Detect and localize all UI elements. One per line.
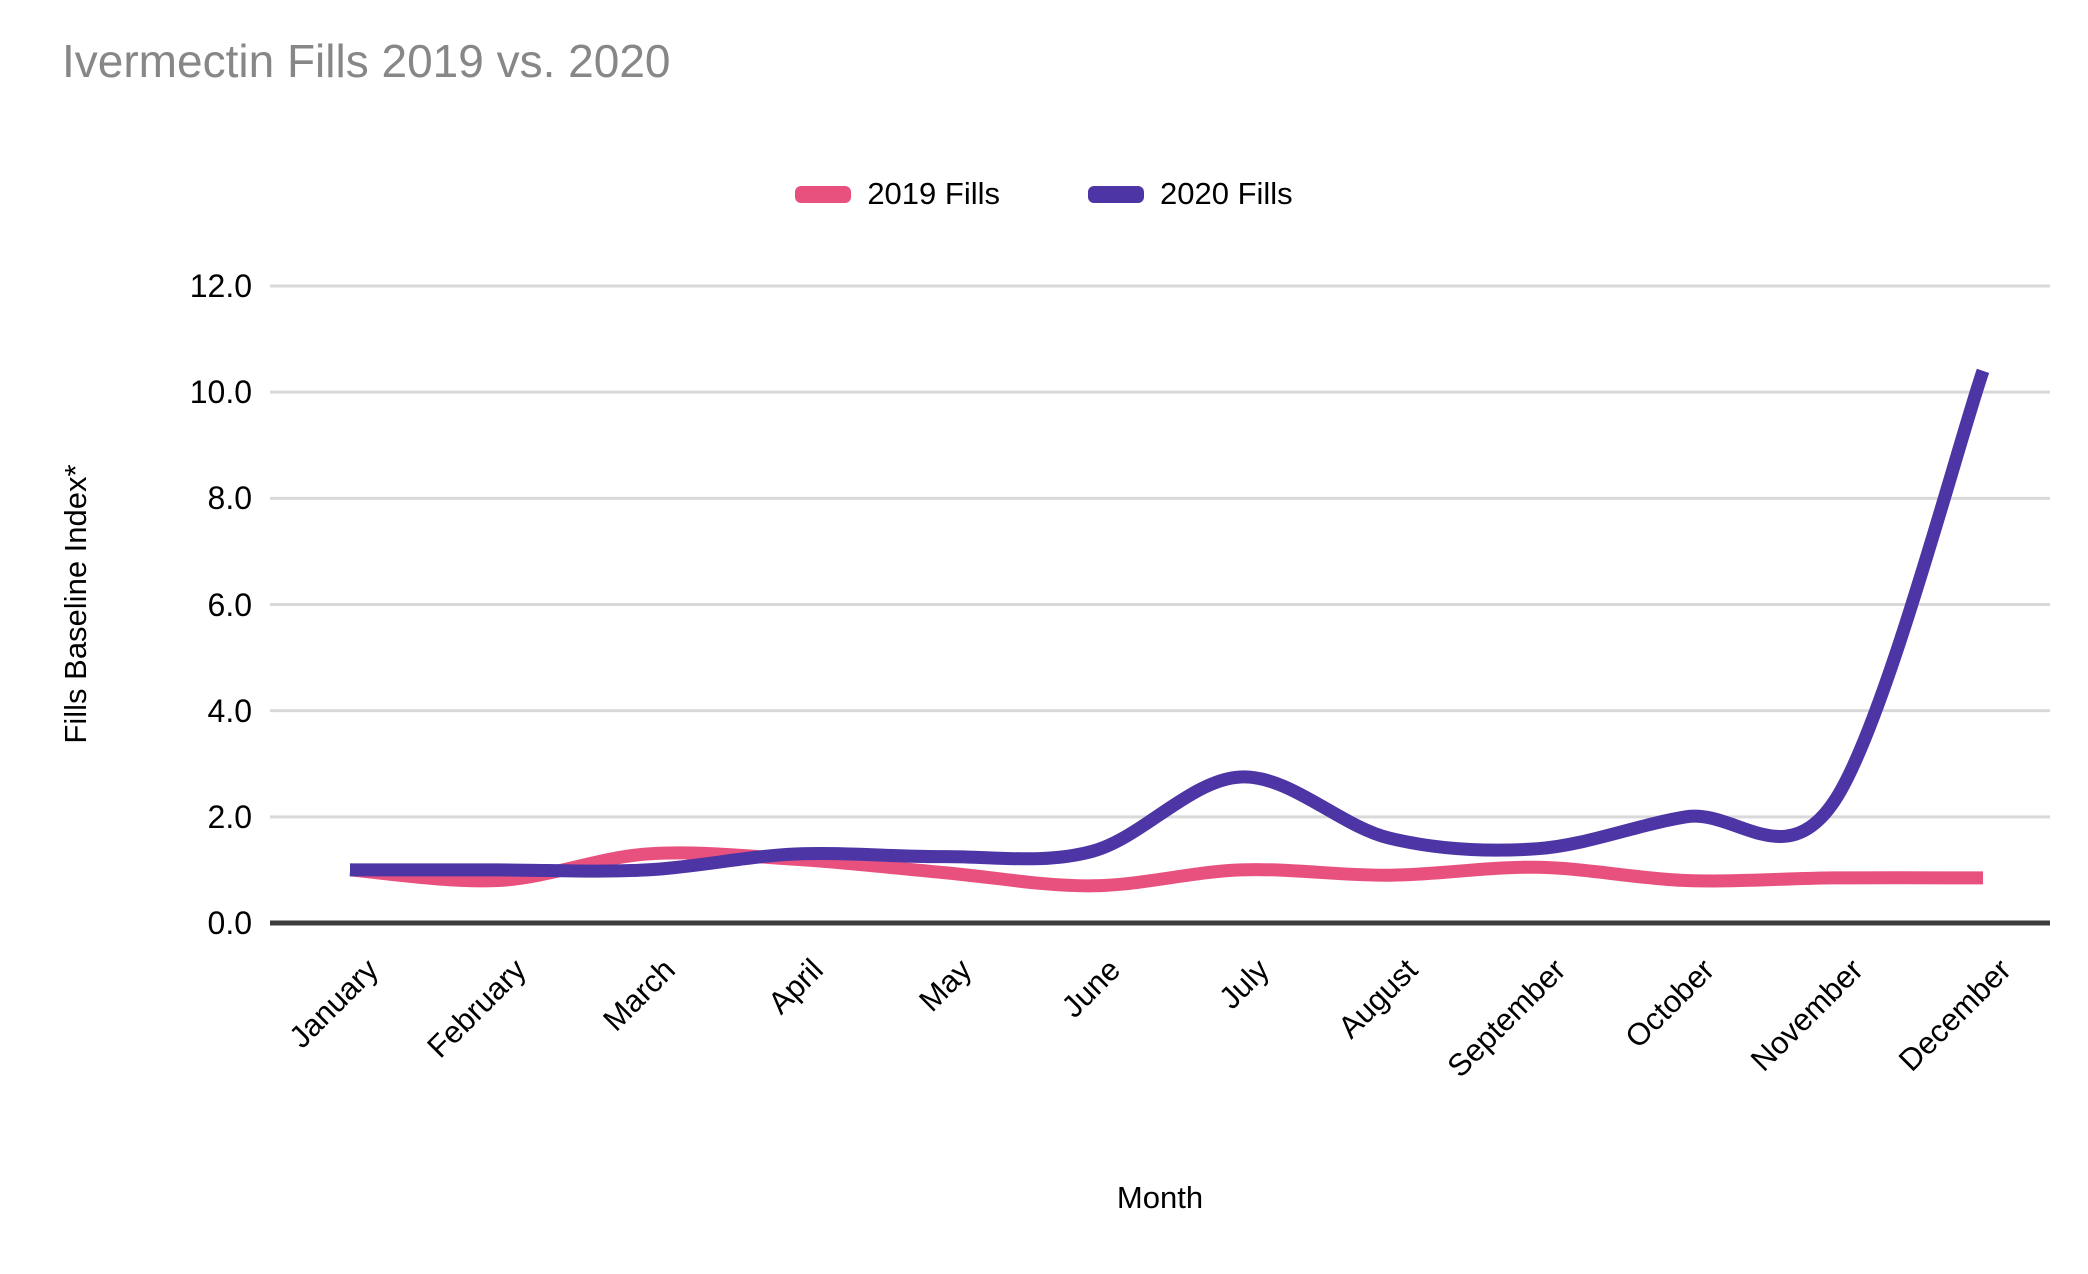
- series-line-2020-fills: [350, 368, 1990, 878]
- legend-label-2020-fills: 2020 Fills: [1160, 176, 1293, 211]
- legend-swatch-2020-fills: [1088, 185, 1144, 203]
- legend-swatch-2019-fills: [795, 185, 852, 203]
- series-line-2019-fills: [349, 846, 1984, 893]
- x-axis-title: Month: [1116, 1180, 1204, 1215]
- y-tick-label: 2.0: [207, 798, 252, 835]
- legend-item-2020-fills: 2020 Fills: [1088, 176, 1293, 212]
- legend-label-2019-fills: 2019 Fills: [867, 176, 1000, 211]
- y-tick-label: 6.0: [207, 586, 252, 623]
- chart-title: Ivermectin Fills 2019 vs. 2020: [62, 35, 671, 87]
- y-tick-label: 0.0: [207, 905, 252, 941]
- y-tick-label: 12.0: [189, 268, 252, 304]
- y-tick-label: 8.0: [207, 480, 252, 517]
- legend-item-2019-fills: 2019 Fills: [795, 176, 1000, 212]
- legend: 2019 Fills 2020 Fills: [0, 176, 2088, 212]
- y-tick-label: 4.0: [207, 692, 252, 729]
- y-tick-label: 10.0: [189, 374, 252, 411]
